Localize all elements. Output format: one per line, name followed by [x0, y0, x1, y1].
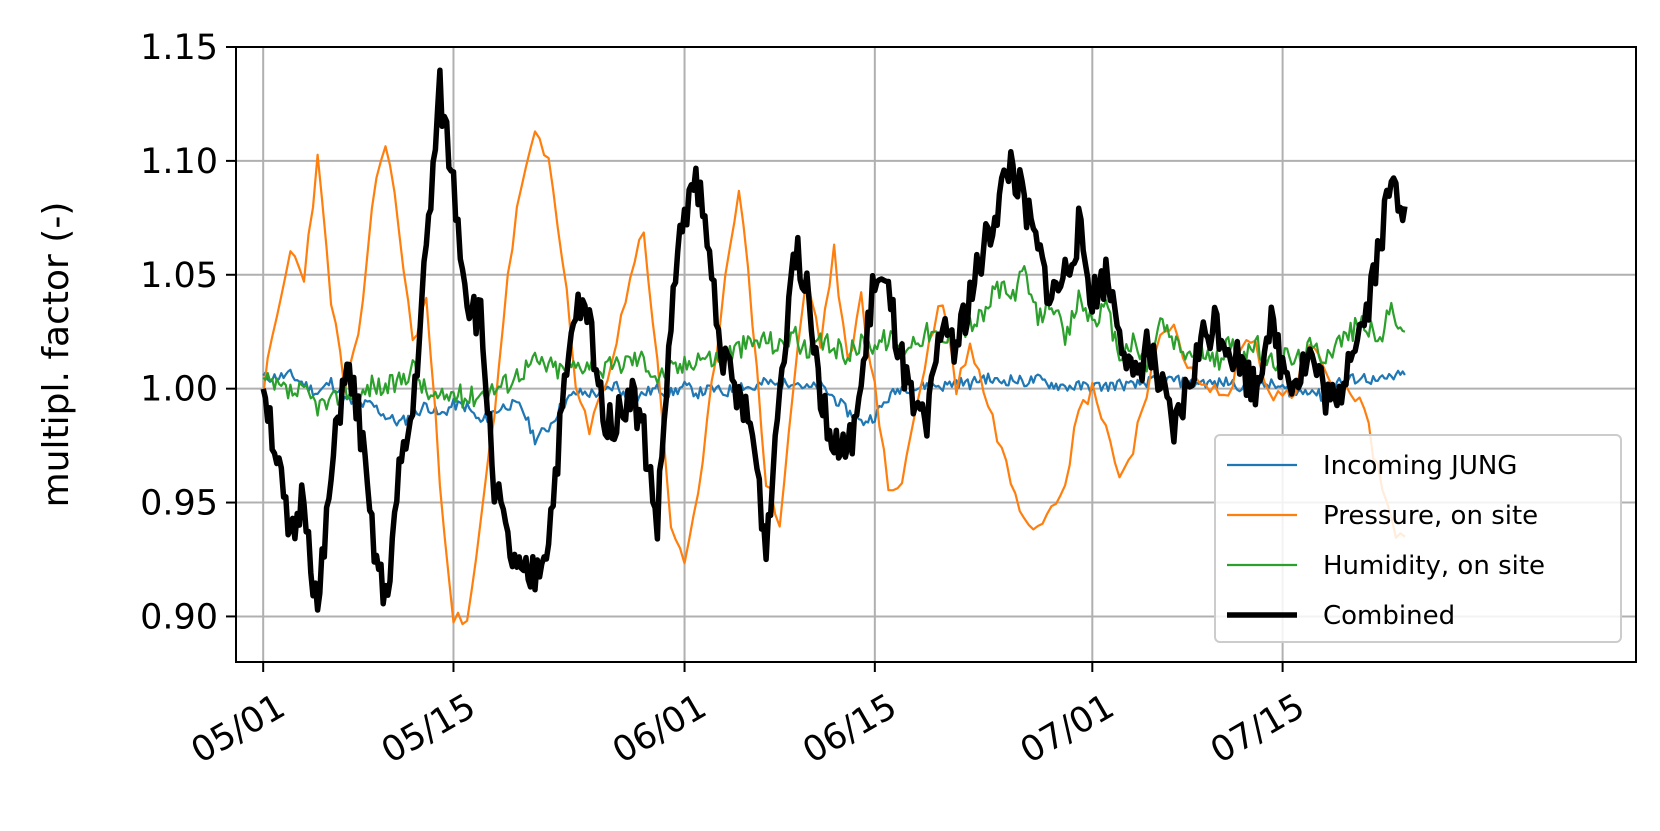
legend-label: Pressure, on site: [1323, 501, 1538, 531]
y-tick-label: 0.95: [140, 484, 218, 524]
y-axis-label: multipl. factor (-): [36, 202, 77, 508]
legend-label: Incoming JUNG: [1323, 451, 1517, 481]
y-tick-label: 1.15: [140, 28, 218, 68]
legend: Incoming JUNG Pressure, on site Humidity, …: [1214, 434, 1622, 643]
legend-label: Humidity, on site: [1323, 551, 1545, 581]
x-tick-label: 07/01: [1014, 687, 1121, 772]
x-tick-label: 05/01: [185, 687, 292, 772]
series-line-pressure-on-site: [262, 130, 1406, 626]
series-line-incoming-jung: [262, 368, 1406, 446]
series-lines: [260, 67, 1408, 626]
y-tick-label: 1.05: [140, 256, 218, 296]
y-tick-label: 1.00: [140, 370, 218, 410]
series-line-humidity-on-site: [262, 265, 1406, 417]
y-axis: 0.90 0.95 1.00 1.05 1.10 1.15: [140, 28, 236, 637]
x-axis: 05/01 05/15 06/01 06/15 07/01 07/15: [185, 662, 1312, 772]
x-tick-label: 05/15: [375, 687, 482, 772]
plot-frame: [235, 46, 1637, 663]
series-line-combined: [260, 67, 1408, 613]
x-tick-label: 07/15: [1204, 687, 1311, 772]
y-tick-label: 0.90: [140, 597, 218, 637]
x-tick-label: 06/01: [606, 687, 713, 772]
y-tick-label: 1.10: [140, 142, 218, 182]
legend-box: [1214, 434, 1622, 643]
legend-label: Combined: [1323, 601, 1455, 631]
x-tick-label: 06/15: [796, 687, 903, 772]
